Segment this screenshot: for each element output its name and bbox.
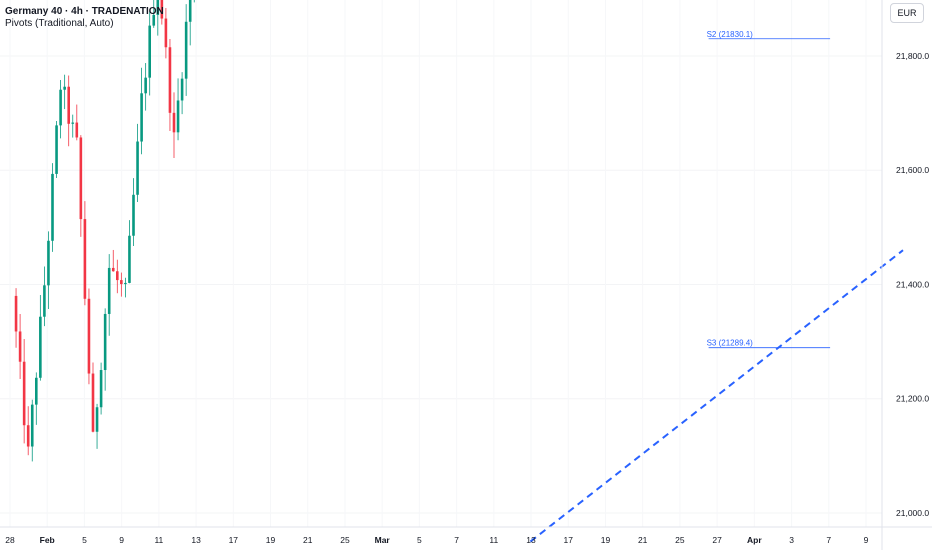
lower-trendline [529, 249, 904, 543]
time-tick-label: 13 [191, 535, 201, 545]
candle [18, 313, 22, 380]
candle [128, 220, 131, 284]
candle [168, 38, 172, 132]
candle [87, 288, 91, 385]
candle [107, 254, 111, 336]
indicator-label: Pivots (Traditional, Auto) [5, 18, 114, 29]
candle [111, 249, 115, 272]
time-tick-label: 7 [454, 535, 459, 545]
candle [188, 0, 192, 46]
time-tick-label: 19 [266, 535, 276, 545]
time-tick-label: 11 [489, 535, 498, 545]
time-tick-label: 5 [417, 535, 422, 545]
candle [148, 10, 151, 96]
candle [103, 308, 107, 391]
time-tick-label: 27 [712, 535, 722, 545]
time-tick-label: Mar [375, 535, 391, 545]
price-tick-label: 21,400.0 [896, 279, 929, 289]
pivot-lines: R2 (23539.9)R1 (22999.2)P (22676.0)S1 (2… [707, 30, 831, 349]
time-tick-label: 21 [303, 535, 313, 545]
price-axis: 21,000.0 21,200.0 21,400.0 21,600.0 21,800.0… [881, 0, 929, 550]
candle [43, 266, 46, 327]
candle [67, 75, 70, 147]
candle [176, 78, 180, 141]
candle [164, 8, 168, 59]
candle [30, 399, 34, 462]
candle [59, 80, 62, 139]
time-tick-label: 5 [82, 535, 87, 545]
candle [136, 123, 139, 203]
time-axis: 28 Feb 5 9 11 13 17 19 21 25 Mar 5 7 11 13 17 19 21 25 27 Ap… [0, 526, 932, 545]
time-tick-label: Apr [747, 535, 762, 545]
candle [160, 0, 164, 25]
candle [140, 67, 143, 155]
price-tick-label: 21,200.0 [896, 394, 929, 404]
grid [0, 55, 882, 514]
candle [95, 403, 99, 449]
candle [124, 277, 127, 298]
candle [91, 362, 95, 433]
pivot-label-s3: S3 (21289.4) [707, 339, 754, 348]
time-tick-label: 11 [154, 535, 163, 545]
time-tick-label: Feb [40, 535, 55, 545]
candle [156, 0, 160, 36]
candles [14, 0, 195, 462]
candle [79, 135, 83, 237]
time-tick-label: 21 [638, 535, 648, 545]
candle [51, 163, 54, 252]
candle [47, 231, 50, 309]
candle [116, 259, 119, 294]
candle [39, 295, 42, 381]
time-tick-label: 17 [229, 535, 239, 545]
candle [14, 288, 18, 348]
candle [99, 362, 103, 415]
price-tick-label: 21,800.0 [896, 51, 929, 61]
pivot-label-s2: S2 (21830.1) [707, 30, 754, 39]
candle [26, 406, 30, 456]
time-tick-label: 7 [826, 535, 831, 545]
time-tick-label: 9 [119, 535, 124, 545]
candle [120, 272, 123, 297]
candle [184, 4, 188, 96]
time-tick-label: 17 [564, 535, 574, 545]
candle [71, 114, 75, 138]
candle [144, 63, 147, 111]
currency-button[interactable]: EUR [890, 3, 924, 23]
time-tick-label: 25 [340, 535, 350, 545]
trendlines [529, 249, 904, 543]
price-tick-label: 21,600.0 [896, 165, 929, 175]
time-tick-label: 19 [601, 535, 611, 545]
candle [55, 120, 58, 178]
candle [172, 92, 176, 158]
candle [22, 339, 26, 444]
time-tick-label: 28 [5, 535, 15, 545]
candle [132, 178, 135, 246]
time-tick-label: 13 [526, 535, 536, 545]
candle [83, 201, 87, 306]
candle [63, 74, 66, 110]
time-tick-label: 25 [675, 535, 685, 545]
chart-title: Germany 40 · 4h · TRADENATION [5, 6, 164, 17]
candle [180, 72, 184, 115]
time-tick-label: 3 [789, 535, 794, 545]
candle [152, 0, 156, 28]
candle [75, 104, 79, 141]
candle [193, 0, 195, 3]
price-tick-label: 21,000.0 [896, 508, 929, 518]
candle [35, 372, 38, 425]
time-tick-label: 9 [864, 535, 869, 545]
